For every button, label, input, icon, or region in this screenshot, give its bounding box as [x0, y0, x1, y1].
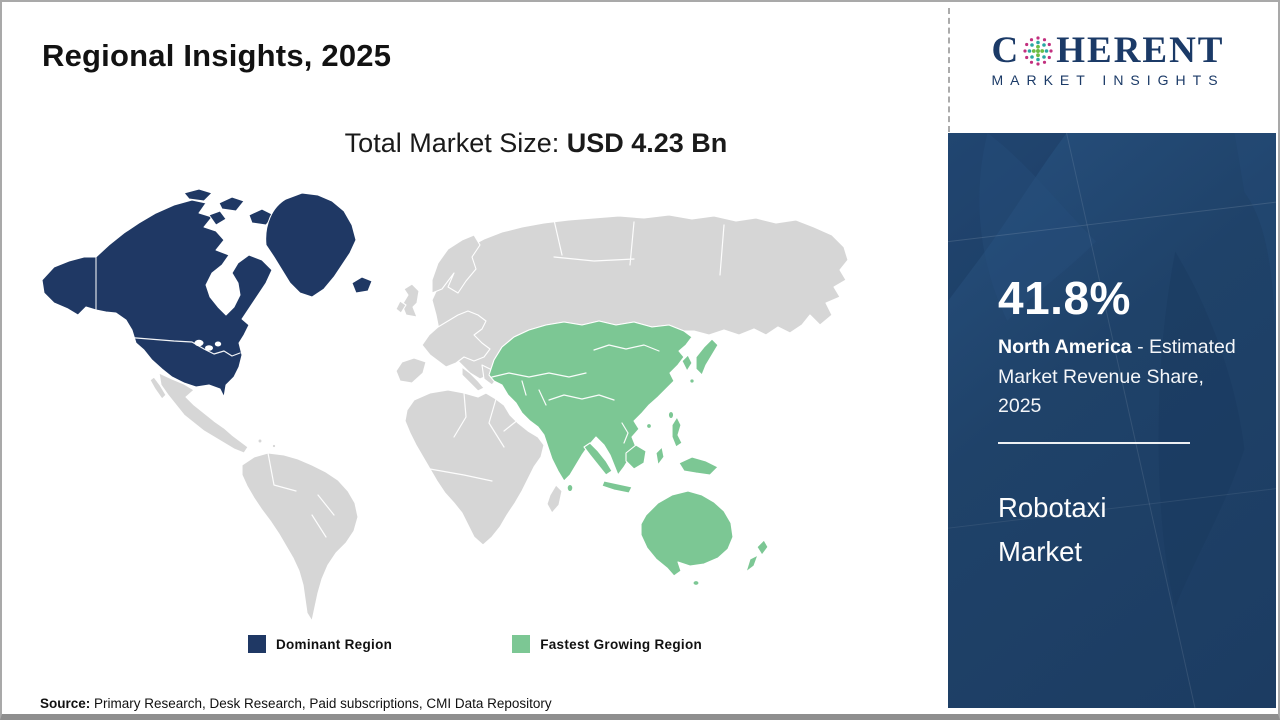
market-share-description: North America - Estimated Market Revenue…	[998, 333, 1246, 422]
world-map	[34, 184, 854, 636]
dominant-region-label: Dominant Region	[275, 636, 393, 652]
region-north-america	[41, 188, 373, 398]
total-market-size-value: USD 4.23 Bn	[566, 128, 728, 158]
brand-wordmark: C HERENT	[960, 32, 1256, 69]
brand-letters-rest: HERENT	[1056, 30, 1225, 71]
page-title: Regional Insights, 2025	[42, 38, 392, 73]
fastest-growing-region-label: Fastest Growing Region	[540, 636, 703, 652]
legend-item-dominant: Dominant Region	[247, 635, 393, 653]
total-market-size-label: Total Market Size:	[344, 128, 567, 158]
legend-item-fastest-growing: Fastest Growing Region	[512, 635, 702, 653]
dotted-globe-icon	[1023, 35, 1053, 66]
map-legend: Dominant Region Fastest Growing Region	[2, 635, 948, 653]
region-asia-pacific	[488, 320, 769, 586]
sidebar-panel: 41.8% North America - Estimated Market R…	[948, 133, 1276, 708]
market-name: Robotaxi Market	[998, 491, 1107, 568]
market-share-value: 41.8%	[998, 272, 1131, 324]
dominant-region-swatch	[247, 635, 266, 653]
sidebar-content: 41.8% North America - Estimated Market R…	[948, 133, 1276, 575]
source-text: Primary Research, Desk Research, Paid su…	[90, 696, 552, 711]
source-line: Source: Primary Research, Desk Research,…	[40, 696, 552, 711]
source-label: Source:	[40, 696, 91, 711]
sidebar-divider	[998, 441, 1190, 444]
region-description: - Estimated Market Revenue Share, 2025	[998, 336, 1236, 418]
brand-logo: C HERENT MARKET IN	[960, 32, 1256, 88]
total-market-size: Total Market Size: USD 4.23 Bn	[2, 128, 948, 159]
fastest-growing-region-swatch	[512, 635, 531, 653]
brand-letter-c: C	[991, 30, 1021, 71]
brand-tagline: MARKET INSIGHTS	[991, 72, 1225, 88]
sidebar-map-texture	[948, 133, 1276, 708]
region-name: North America	[998, 336, 1132, 358]
vertical-dashed-divider	[948, 8, 950, 132]
